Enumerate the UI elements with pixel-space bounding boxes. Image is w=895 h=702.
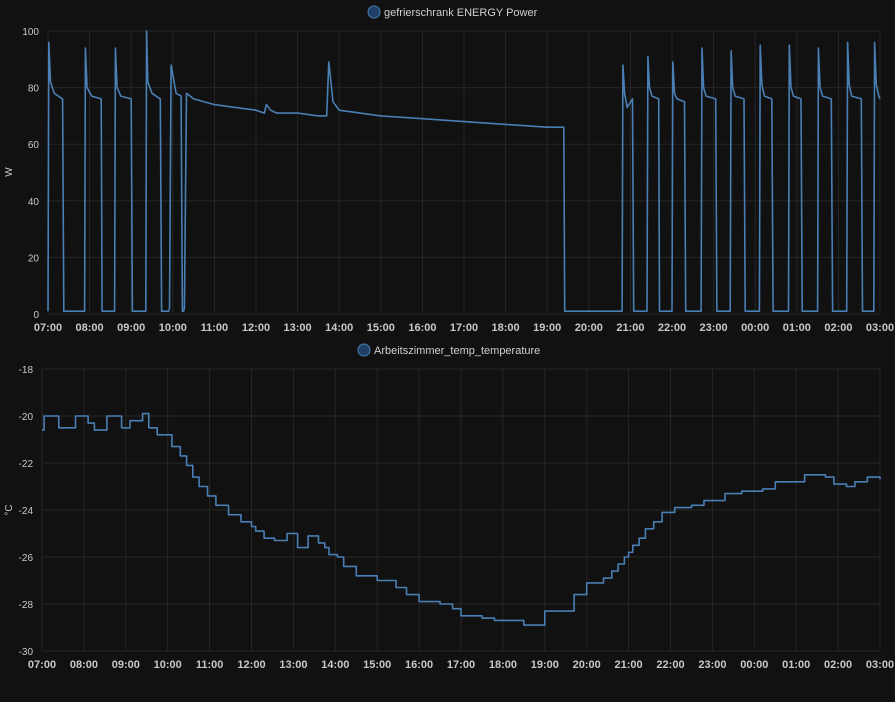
- chart1-x-tick-label: 00:00: [741, 322, 769, 334]
- chart1-x-tick-label: 09:00: [117, 322, 145, 334]
- chart2-x-tick-label: 13:00: [279, 659, 307, 671]
- chart2-x-tick-label: 19:00: [531, 659, 559, 671]
- chart1-y-axis-label: W: [4, 167, 15, 177]
- chart2-y-tick-label: -24: [19, 506, 34, 517]
- chart2-x-tick-label: 16:00: [405, 659, 433, 671]
- chart2-x-tick-label: 20:00: [573, 659, 601, 671]
- chart1-y-tick-label: 20: [28, 253, 40, 264]
- chart2-x-tick-label: 14:00: [321, 659, 349, 671]
- chart1-legend-swatch[interactable]: [367, 5, 381, 19]
- chart1-x-tick-label: 22:00: [658, 322, 686, 334]
- chart1-x-tick-label: 02:00: [824, 322, 852, 334]
- chart2-x-tick-label: 03:00: [866, 659, 894, 671]
- chart1-x-tick-label: 20:00: [575, 322, 603, 334]
- chart1-y-tick-label: 100: [22, 27, 39, 38]
- chart2-x-tick-label: 15:00: [363, 659, 391, 671]
- chart2-x-tick-label: 23:00: [698, 659, 726, 671]
- chart2-y-tick-label: -28: [19, 600, 34, 611]
- chart2-y-tick-label: -30: [19, 647, 34, 658]
- chart2-x-tick-label: 11:00: [196, 659, 224, 671]
- chart1-y-tick-label: 40: [28, 197, 40, 208]
- chart2-x-tick-label: 21:00: [615, 659, 643, 671]
- chart1-y-tick-label: 0: [33, 310, 39, 321]
- chart2-series-line-1: [42, 412, 881, 626]
- chart2-x-tick-label: 10:00: [154, 659, 182, 671]
- chart1-x-tick-label: 17:00: [450, 322, 478, 334]
- chart1-series-line-1: [47, 30, 881, 312]
- chart1-x-tick-label: 18:00: [492, 322, 520, 334]
- chart1-x-tick-label: 13:00: [284, 322, 312, 334]
- chart1-x-tick-label: 14:00: [325, 322, 353, 334]
- chart1-x-tick-label: 01:00: [783, 322, 811, 334]
- chart1-x-tick-label: 21:00: [616, 322, 644, 334]
- chart2-x-tick-label: 01:00: [782, 659, 810, 671]
- chart1-x-tick-label: 07:00: [34, 322, 62, 334]
- chart1-x-tick-label: 16:00: [408, 322, 436, 334]
- chart2-y-axis-label: °C: [4, 504, 15, 515]
- chart1-x-tick-label: 11:00: [201, 322, 229, 334]
- chart2-y-tick-label: -26: [19, 553, 34, 564]
- chart1-x-tick-label: 12:00: [242, 322, 270, 334]
- chart2-x-tick-label: 00:00: [740, 659, 768, 671]
- chart1-y-tick-label: 60: [28, 140, 40, 151]
- chart2-x-tick-label: 09:00: [112, 659, 140, 671]
- chart1-x-tick-label: 15:00: [367, 322, 395, 334]
- chart2-legend-swatch[interactable]: [357, 343, 371, 357]
- chart1-legend-label[interactable]: gefrierschrank ENERGY Power: [384, 7, 538, 19]
- chart2-y-tick-label: -20: [19, 412, 34, 423]
- chart1-x-tick-label: 23:00: [700, 322, 728, 334]
- chart2-x-tick-label: 02:00: [824, 659, 852, 671]
- chart1-x-tick-label: 10:00: [159, 322, 187, 334]
- chart1-x-tick-label: 03:00: [866, 322, 894, 334]
- chart2-y-tick-label: -22: [19, 459, 34, 470]
- chart2-y-tick-label: -18: [19, 365, 34, 376]
- chart1-x-tick-label: 19:00: [533, 322, 561, 334]
- chart2-x-tick-label: 12:00: [237, 659, 265, 671]
- chart2-x-tick-label: 22:00: [656, 659, 684, 671]
- chart2-x-tick-label: 18:00: [489, 659, 517, 671]
- chart2-legend-label[interactable]: Arbeitszimmer_temp_temperature: [374, 345, 540, 357]
- chart2-x-tick-label: 07:00: [28, 659, 56, 671]
- chart1-y-tick-label: 80: [28, 84, 40, 95]
- chart2-x-tick-label: 08:00: [70, 659, 98, 671]
- chart2-x-tick-label: 17:00: [447, 659, 475, 671]
- chart1-x-tick-label: 08:00: [76, 322, 104, 334]
